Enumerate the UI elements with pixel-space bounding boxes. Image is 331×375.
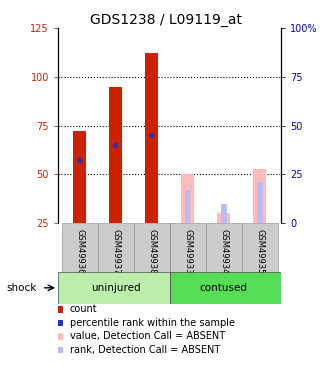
Bar [58,272,170,304]
Text: GSM49937: GSM49937 [111,229,120,274]
Bar [217,213,230,223]
Bar [257,182,262,223]
Bar [98,223,134,272]
Text: percentile rank within the sample: percentile rank within the sample [70,318,234,328]
Bar [134,223,170,272]
Bar [170,223,206,272]
Text: value, Detection Call = ABSENT: value, Detection Call = ABSENT [70,332,225,341]
Text: count: count [70,304,97,314]
Bar [221,204,226,223]
Text: GSM49938: GSM49938 [147,229,156,274]
Bar [109,87,122,223]
Bar [181,174,194,223]
Bar [73,132,86,223]
Text: GSM49935: GSM49935 [255,229,264,274]
Bar [62,223,98,272]
Text: GDS1238 / L09119_at: GDS1238 / L09119_at [89,13,242,27]
Bar [170,272,281,304]
Bar [114,143,118,148]
Text: contused: contused [200,283,248,293]
Bar [77,158,82,163]
Bar [150,133,154,138]
Text: uninjured: uninjured [91,283,140,293]
Bar [185,190,191,223]
Bar [206,223,242,272]
Text: GSM49934: GSM49934 [219,229,228,274]
Bar [254,168,266,223]
Text: rank, Detection Call = ABSENT: rank, Detection Call = ABSENT [70,345,220,355]
Bar [242,223,278,272]
Text: shock: shock [7,283,37,293]
Text: GSM49936: GSM49936 [75,229,84,274]
Text: GSM49933: GSM49933 [183,229,192,274]
Bar [145,54,158,223]
